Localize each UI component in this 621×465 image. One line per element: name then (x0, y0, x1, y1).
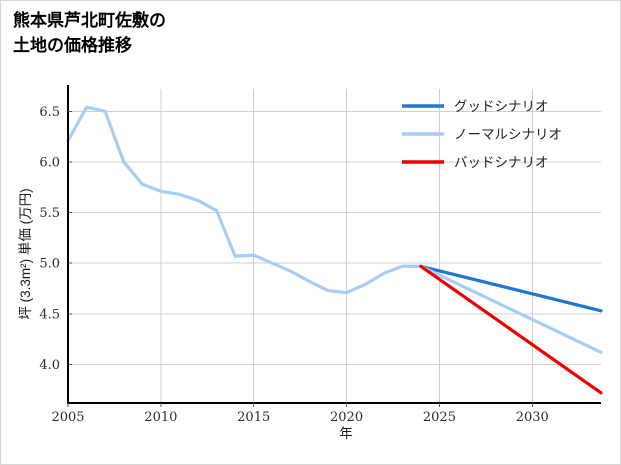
legend-label: バッドシナリオ (454, 155, 549, 171)
legend-label: グッドシナリオ (454, 99, 549, 115)
series-line-グッドシナリオ (419, 264, 603, 313)
x-tick-label: 2005 (51, 410, 84, 425)
series-line-実績 (66, 105, 423, 295)
x-tick-label: 2015 (237, 410, 270, 425)
x-tick-label: 2010 (144, 410, 177, 425)
y-tick-labels: 4.0 4.5 5.0 5.5 6.0 6.5 (39, 105, 60, 373)
x-tick-labels: 2005 2010 2015 2020 2025 2030 (51, 410, 548, 425)
x-axis-title: 年 (339, 426, 353, 441)
y-tick-label: 5.5 (39, 206, 60, 221)
legend-label: ノーマルシナリオ (454, 127, 562, 143)
x-tick-label: 2030 (516, 410, 549, 425)
axis-ticks (67, 110, 533, 407)
y-tick-label: 5.0 (39, 257, 60, 272)
page-title: 熊本県芦北町佐敷の 土地の価格推移 (13, 11, 166, 55)
x-tick-label: 2020 (330, 410, 363, 425)
y-tick-label: 6.5 (39, 105, 60, 120)
x-tick-label: 2025 (423, 410, 456, 425)
axis-spines (66, 85, 601, 405)
gridlines-horizontal (68, 110, 601, 366)
series-line-ノーマルシナリオ (419, 264, 603, 354)
y-tick-label: 4.5 (39, 307, 60, 322)
series-line-バッドシナリオ (419, 264, 603, 395)
y-tick-label: 4.0 (39, 358, 60, 373)
y-tick-label: 6.0 (39, 155, 60, 170)
series-lines (66, 105, 603, 395)
y-axis-title: 坪 (3.3m²) 単価 (万円) (18, 188, 33, 319)
